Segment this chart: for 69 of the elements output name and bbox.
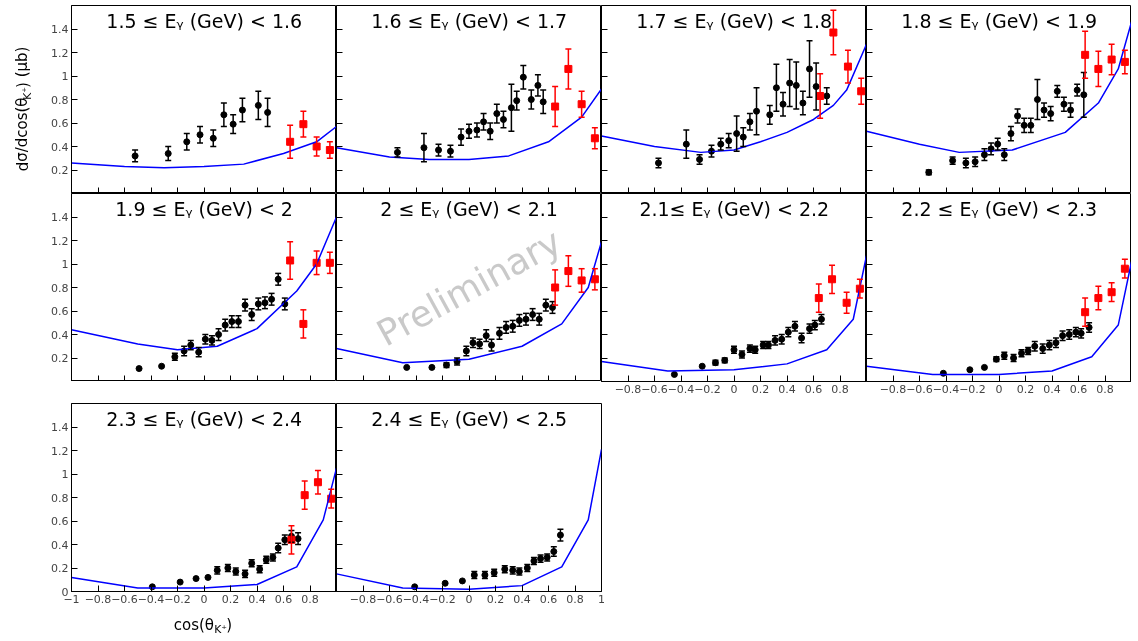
x-tick-label: 1	[598, 592, 605, 606]
x-tick-label: −0.6	[376, 592, 403, 606]
x-tick-label: 0.4	[513, 592, 531, 606]
x-tick-label: −0.4	[137, 592, 165, 606]
y-tick-label: 1	[61, 70, 69, 83]
chart-title: 1.6 ≤ Eᵧ (GeV) < 1.7	[371, 9, 568, 32]
x-tick-label: 0.2	[1016, 382, 1035, 396]
y-tick-label: 1.2	[51, 234, 69, 248]
y-tick-label: 0.4	[51, 140, 69, 154]
x-tick-label: 0	[200, 592, 208, 606]
x-tick-label: 0	[730, 382, 738, 396]
chart-title: 1.8 ≤ Eᵧ (GeV) < 1.9	[901, 9, 1098, 32]
x-tick-label: 0.6	[274, 592, 293, 606]
y-tick-label: 0.4	[51, 538, 69, 552]
x-tick-label: 0.8	[831, 382, 849, 396]
x-tick-label: 0	[465, 592, 473, 606]
x-tick-label: −0.8	[879, 382, 907, 396]
chart-title: 2.2 ≤ Eᵧ (GeV) < 2.3	[901, 197, 1098, 220]
x-tick-label: 0.6	[1069, 382, 1088, 396]
x-tick-label: 0.2	[221, 592, 240, 606]
x-tick-label: −0.2	[164, 592, 191, 606]
y-tick-label: 1.4	[51, 23, 69, 36]
chart-title: 1.5 ≤ Eᵧ (GeV) < 1.6	[106, 9, 303, 32]
x-tick-label: −0.6	[906, 382, 933, 396]
y-tick-label: 0.2	[51, 164, 69, 177]
y-tick-label: 1.4	[51, 421, 69, 434]
x-tick-label: −0.2	[694, 382, 721, 396]
y-tick-label: 0.2	[51, 562, 69, 575]
chart-title: 2.3 ≤ Eᵧ (GeV) < 2.4	[106, 407, 303, 430]
x-tick-label: 0.6	[539, 592, 558, 606]
x-tick-label: 0	[995, 382, 1003, 396]
x-tick-label: 0.8	[566, 592, 584, 606]
y-axis-title: dσ/dcos(θK⁺) (μb)	[13, 46, 34, 172]
y-tick-label: 1	[61, 468, 69, 481]
chart-title: 2.4 ≤ Eᵧ (GeV) < 2.5	[371, 407, 568, 430]
x-tick-label: −0.4	[402, 592, 430, 606]
chart-title: 2.1≤ Eᵧ (GeV) < 2.2	[639, 197, 830, 220]
x-tick-label: 0.4	[248, 592, 266, 606]
y-tick-label: 0.8	[51, 491, 69, 505]
x-tick-label: 0.2	[751, 382, 770, 396]
x-tick-label: −0.2	[429, 592, 456, 606]
x-tick-label: −0.8	[84, 592, 112, 606]
x-tick-label: −0.6	[111, 592, 138, 606]
x-tick-label: −0.6	[641, 382, 668, 396]
chart-title: 1.7 ≤ Eᵧ (GeV) < 1.8	[636, 9, 833, 32]
x-tick-label: 0.8	[1096, 382, 1114, 396]
y-tick-label: 0.6	[51, 305, 69, 318]
y-tick-label: 0.6	[51, 515, 69, 528]
x-tick-label: 0.6	[804, 382, 823, 396]
y-tick-label: 1.2	[51, 444, 69, 458]
x-tick-label: −0.8	[614, 382, 642, 396]
x-tick-label: 0.4	[778, 382, 796, 396]
x-tick-label: −0.4	[667, 382, 695, 396]
y-tick-label: 0.8	[51, 281, 69, 295]
chart-title: 1.9 ≤ Eᵧ (GeV) < 2	[115, 197, 293, 220]
x-tick-label: −0.8	[349, 592, 377, 606]
x-tick-label: 0.4	[1043, 382, 1061, 396]
x-tick-label: −0.2	[959, 382, 986, 396]
y-tick-label: 0.8	[51, 93, 69, 107]
y-tick-label: 0.2	[51, 352, 69, 365]
x-tick-label: 0.2	[486, 592, 505, 606]
y-tick-label: 1	[61, 258, 69, 271]
x-tick-label: −0.4	[932, 382, 960, 396]
y-tick-label: 0.6	[51, 117, 69, 130]
y-tick-label: 1.2	[51, 46, 69, 60]
y-tick-label: 0.4	[51, 328, 69, 342]
chart-title: 2 ≤ Eᵧ (GeV) < 2.1	[380, 197, 558, 220]
y-tick-label: 1.4	[51, 211, 69, 224]
x-tick-label: 0.8	[301, 592, 319, 606]
